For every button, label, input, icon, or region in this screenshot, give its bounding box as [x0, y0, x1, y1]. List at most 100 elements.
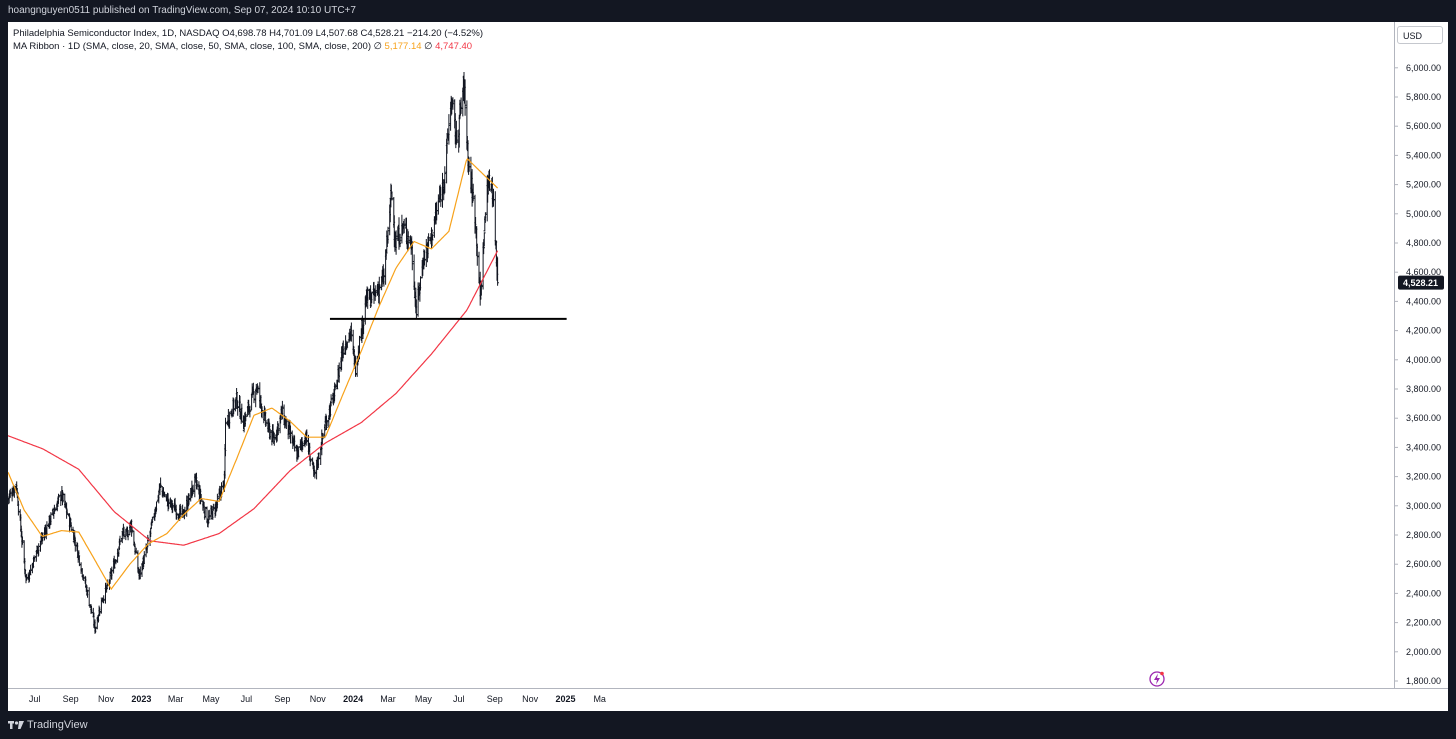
- time-tick-label: Ma: [593, 694, 606, 704]
- ohlc-bar: [57, 495, 61, 498]
- ma50-value: 5,177.14: [384, 41, 422, 52]
- time-tick-label: Jul: [29, 694, 41, 704]
- time-tick-label: Nov: [522, 694, 539, 704]
- ohlc-bar: [9, 488, 12, 498]
- ohlc-bar: [268, 428, 272, 440]
- footer-bar: TradingView: [0, 711, 1456, 739]
- price-tick-label: 3,800.00: [1406, 384, 1441, 394]
- ohlc-bar: [496, 257, 499, 286]
- lightning-event-icon[interactable]: [1149, 671, 1165, 687]
- ohlc-bar: [329, 394, 333, 407]
- ohlc-bar: [29, 564, 32, 575]
- ohlc-bar: [354, 356, 357, 377]
- ohlc-bar: [273, 432, 276, 446]
- time-tick-label: 2024: [343, 694, 363, 704]
- ohlc-bar: [382, 268, 386, 287]
- time-tick-label: Sep: [63, 694, 79, 704]
- publisher-bar: hoangnguyen0511 published on TradingView…: [0, 0, 1456, 22]
- ribbon-legend[interactable]: MA Ribbon · 1D (SMA, close, 20, SMA, clo…: [13, 41, 472, 52]
- time-tick-label: Sep: [487, 694, 503, 704]
- price-tick-label: 3,600.00: [1406, 413, 1441, 423]
- ohlc-bar: [77, 550, 81, 560]
- time-tick-label: May: [203, 694, 221, 704]
- ma200-line: [8, 250, 499, 546]
- price-tick-label: 5,200.00: [1406, 180, 1441, 190]
- ohlc-bar: [203, 506, 207, 519]
- price-tick-label: 2,200.00: [1406, 618, 1441, 628]
- ohlc-bar: [236, 400, 239, 416]
- price-tick-label: 5,600.00: [1406, 121, 1441, 131]
- price-tick-label: 4,400.00: [1406, 296, 1441, 306]
- ohlc-bar: [21, 536, 24, 545]
- ohlc-bar: [431, 234, 434, 240]
- ohlc-bar: [228, 411, 231, 429]
- ribbon-sep: ∅: [373, 41, 382, 52]
- time-tick-label: Mar: [168, 694, 184, 704]
- price-tick-label: 6,000.00: [1406, 63, 1441, 73]
- ohlc-bar: [248, 405, 252, 418]
- price-tick-label: 4,800.00: [1406, 238, 1441, 248]
- chart-frame[interactable]: 1,800.00 2,000.00 2,200.00 2,400.00 2,600.00…: [8, 22, 1448, 711]
- ohlc-bar: [346, 341, 349, 348]
- ohlc-bar: [224, 417, 227, 457]
- ohlc-bar: [195, 480, 199, 490]
- ohlc-bar: [443, 166, 447, 194]
- ohlc-bar: [166, 493, 170, 512]
- price-bars: [8, 72, 499, 634]
- ohlc-bar: [277, 423, 280, 435]
- ma200-value: 4,747.40: [435, 41, 473, 52]
- price-chart[interactable]: 1,800.00 2,000.00 2,200.00 2,400.00 2,600.00…: [8, 22, 1448, 711]
- ohlc-bar: [94, 626, 97, 633]
- ohlc-bar: [110, 566, 114, 580]
- ma50-line: [8, 157, 499, 591]
- ribbon-sep: ∅: [424, 41, 433, 52]
- ohlc-bar: [484, 212, 487, 223]
- ohlc-bar: [240, 403, 244, 422]
- ohlc-bar: [122, 526, 126, 540]
- price-axis[interactable]: 1,800.00 2,000.00 2,200.00 2,400.00 2,600.00…: [1394, 22, 1444, 688]
- time-tick-label: Sep: [274, 694, 290, 704]
- ohlc-bar: [163, 491, 166, 498]
- currency-selector[interactable]: USD: [1397, 26, 1443, 44]
- time-tick-label: Mar: [380, 694, 396, 704]
- ohlc-bar: [483, 232, 486, 247]
- ohlc-bar: [33, 556, 36, 562]
- ohlc-bar: [134, 547, 138, 554]
- symbol-legend[interactable]: Philadelphia Semiconductor Index, 1D, NA…: [13, 28, 483, 39]
- ohlc-bar: [370, 292, 373, 304]
- price-tick-label: 3,200.00: [1406, 472, 1441, 482]
- ohlc-bar: [337, 362, 341, 383]
- ohlc-bar: [175, 512, 179, 520]
- price-tick-label: 3,400.00: [1406, 442, 1441, 452]
- ohlc-bar: [423, 250, 426, 266]
- ohlc-bar: [342, 340, 345, 359]
- tradingview-logo-icon[interactable]: [8, 719, 24, 731]
- ohlc-bar: [313, 469, 317, 479]
- ohlc-bar: [451, 97, 455, 110]
- ohlc-bar: [309, 458, 313, 463]
- price-tick-label: 2,000.00: [1406, 647, 1441, 657]
- ohlc-bar: [374, 285, 378, 297]
- time-tick-label: Nov: [310, 694, 327, 704]
- time-tick-label: 2025: [555, 694, 575, 704]
- ohlc-bar: [394, 230, 398, 255]
- symbol-name: Philadelphia Semiconductor Index, 1D, NA…: [13, 28, 220, 39]
- price-tick-label: 4,000.00: [1406, 355, 1441, 365]
- ohlc-bar: [463, 79, 467, 116]
- price-tick-label: 2,600.00: [1406, 559, 1441, 569]
- last-price-label: 4,528.21: [1403, 278, 1438, 288]
- ohlc-bar: [159, 477, 162, 489]
- time-tick-label: 2023: [131, 694, 151, 704]
- price-tick-label: 4,200.00: [1406, 326, 1441, 336]
- ohlc-bar: [390, 184, 393, 194]
- footer-brand[interactable]: TradingView: [27, 719, 88, 731]
- ohlc-bar: [427, 233, 430, 247]
- time-tick-label: May: [415, 694, 433, 704]
- time-axis[interactable]: Jul Sep Nov 2023 Mar May Jul Sep Nov 2024 Mar May Ju…: [8, 688, 1448, 705]
- ohlc-bar: [252, 390, 256, 404]
- ohlc-bar: [325, 420, 329, 427]
- ohlc-bar: [171, 503, 174, 513]
- time-tick-label: Jul: [453, 694, 465, 704]
- ohlc-bar: [398, 233, 402, 248]
- ohlc-bar: [386, 226, 390, 244]
